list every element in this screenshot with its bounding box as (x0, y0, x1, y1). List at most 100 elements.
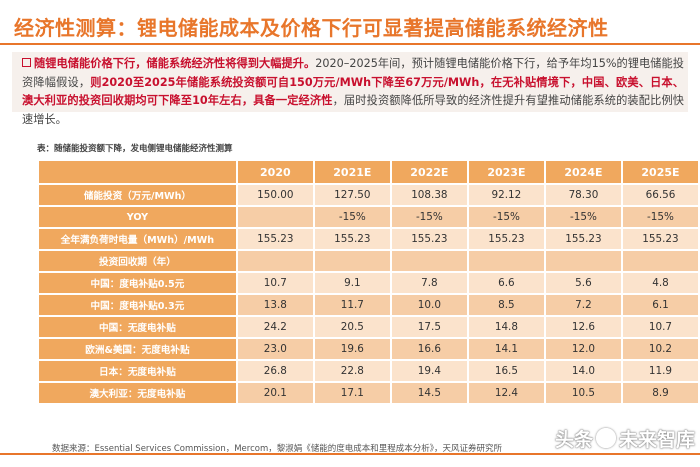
row-label: 投资回收期（年） (39, 251, 236, 271)
table-cell: 7.2 (545, 295, 621, 315)
table-cell: 108.38 (391, 185, 467, 205)
row-label: 中国：度电补贴0.5元 (39, 273, 236, 293)
table-cell: 20.1 (237, 383, 313, 403)
table-cell: 19.4 (391, 361, 467, 381)
table-cell: 7.8 (391, 273, 467, 293)
table-cell: 6.6 (468, 273, 544, 293)
table-cell: 26.8 (237, 361, 313, 381)
table-cell (545, 251, 621, 271)
intro-text-part3: ，届时投资额降低所导致的经济性提升有望推动储能系统的装配比例快速增长。 (22, 94, 684, 126)
table-cell: -15% (545, 207, 621, 227)
row-label: 全年满负荷时电量（MWh）/MWh (39, 229, 236, 249)
table-cell: 127.50 (314, 185, 390, 205)
column-header: 2022E (391, 161, 467, 183)
table-cell: 78.30 (545, 185, 621, 205)
table-cell: 20.5 (314, 317, 390, 337)
intro-lead: 随锂电储能价格下行，储能系统经济性将得到大幅提升。 (34, 57, 316, 70)
table-cell: 24.2 (237, 317, 313, 337)
column-header: 2025E (622, 161, 698, 183)
table-row: 中国：度电补贴0.3元 13.8 11.7 10.0 8.5 7.2 6.1 (39, 295, 698, 315)
table-cell: 22.8 (314, 361, 390, 381)
page-title: 经济性测算：锂电储能成本及价格下行可显著提高储能系统经济性 (14, 16, 609, 40)
table-cell: 66.56 (622, 185, 698, 205)
table-cell: 14.8 (468, 317, 544, 337)
table-cell: 155.23 (391, 229, 467, 249)
table-cell: 8.5 (468, 295, 544, 315)
table-cell (237, 251, 313, 271)
intro-paragraph: 随锂电储能价格下行，储能系统经济性将得到大幅提升。2020–2025年间，预计随… (22, 55, 684, 129)
table-cell: 10.7 (237, 273, 313, 293)
table-cell: 17.5 (391, 317, 467, 337)
table-cell: -15% (314, 207, 390, 227)
table-cell: 16.5 (468, 361, 544, 381)
table-cell: 11.9 (622, 361, 698, 381)
table-cell: -15% (622, 207, 698, 227)
economics-table: 2020 2021E 2022E 2023E 2024E 2025E 储能投资（… (37, 159, 700, 405)
table-row: 日本：无度电补贴 26.8 22.8 19.4 16.5 14.0 11.9 (39, 361, 698, 381)
watermark: 头条 未来智库 (555, 425, 695, 452)
table-cell: 155.23 (545, 229, 621, 249)
watermark-suffix: 未来智库 (619, 429, 696, 451)
watermark-prefix: 头条 (555, 429, 594, 451)
column-header: 2023E (468, 161, 544, 183)
column-header: 2020 (237, 161, 313, 183)
table-cell: 14.5 (391, 383, 467, 403)
table-cell: 5.6 (545, 273, 621, 293)
column-header: 2024E (545, 161, 621, 183)
table-row: 欧洲&美国：无度电补贴 23.0 19.6 16.6 14.1 12.0 10.2 (39, 339, 698, 359)
table-cell (237, 207, 313, 227)
table-row: 投资回收期（年） (39, 251, 698, 271)
table-cell: 12.6 (545, 317, 621, 337)
table-cell: 23.0 (237, 339, 313, 359)
table-cell: 12.0 (545, 339, 621, 359)
table-cell (468, 251, 544, 271)
table-cell: 17.1 (314, 383, 390, 403)
intro-text-part2: 2020–2025年间，预计随锂电储能价格下行，给予年均15%的锂电储能投资降幅… (22, 57, 684, 89)
row-label: 澳大利亚：无度电补贴 (39, 383, 236, 403)
table-cell: 155.23 (237, 229, 313, 249)
table-row: 储能投资（万元/MWh） 150.00 127.50 108.38 92.12 78.30… (39, 185, 698, 205)
table-cell: 155.23 (314, 229, 390, 249)
table-cell (314, 251, 390, 271)
table-caption: 表：随储能投资额下降，发电侧锂电储能经济性测算 (37, 144, 233, 154)
table-cell (391, 251, 467, 271)
table-row: 中国：无度电补贴 24.2 20.5 17.5 14.8 12.6 10.7 (39, 317, 698, 337)
row-label: 欧洲&美国：无度电补贴 (39, 339, 236, 359)
table-cell: -15% (391, 207, 467, 227)
table-cell: 14.1 (468, 339, 544, 359)
logo-icon (596, 428, 617, 448)
table-cell: 150.00 (237, 185, 313, 205)
table-header-row: 2020 2021E 2022E 2023E 2024E 2025E (39, 161, 698, 183)
table-cell (622, 251, 698, 271)
table-row: 全年满负荷时电量（MWh）/MWh 155.23 155.23 155.23 155.2… (39, 229, 698, 249)
table-cell: 10.0 (391, 295, 467, 315)
column-header: 2021E (314, 161, 390, 183)
table-cell: 19.6 (314, 339, 390, 359)
table-cell: -15% (468, 207, 544, 227)
row-label: 日本：无度电补贴 (39, 361, 236, 381)
table-row: YOY -15% -15% -15% -15% -15% (39, 207, 698, 227)
table-cell: 11.7 (314, 295, 390, 315)
row-label: 储能投资（万元/MWh） (39, 185, 236, 205)
row-label: 中国：度电补贴0.3元 (39, 295, 236, 315)
bullet-square-icon (22, 58, 31, 67)
table-cell: 10.5 (545, 383, 621, 403)
table-row: 澳大利亚：无度电补贴 20.1 17.1 14.5 12.4 10.5 8.9 (39, 383, 698, 403)
table-cell: 4.8 (622, 273, 698, 293)
table-cell: 155.23 (468, 229, 544, 249)
title-divider (0, 43, 700, 45)
table-row: 中国：度电补贴0.5元 10.7 9.1 7.8 6.6 5.6 4.8 (39, 273, 698, 293)
table-cell: 155.23 (622, 229, 698, 249)
table-cell: 6.1 (622, 295, 698, 315)
table-cell: 13.8 (237, 295, 313, 315)
table-cell: 12.4 (468, 383, 544, 403)
intro-box: 随锂电储能价格下行，储能系统经济性将得到大幅提升。2020–2025年间，预计随… (12, 52, 688, 126)
source-note: 数据来源：Essential Services Commission，Merco… (52, 444, 502, 454)
row-label: 中国：无度电补贴 (39, 317, 236, 337)
table-cell: 92.12 (468, 185, 544, 205)
table-cell: 10.7 (622, 317, 698, 337)
intro-highlight: 则2020至2025年储能系统投资额可自150万元/MWh下降至67万元/MWh… (22, 75, 684, 108)
table-cell: 16.6 (391, 339, 467, 359)
table-cell: 9.1 (314, 273, 390, 293)
bottom-divider (0, 453, 700, 455)
